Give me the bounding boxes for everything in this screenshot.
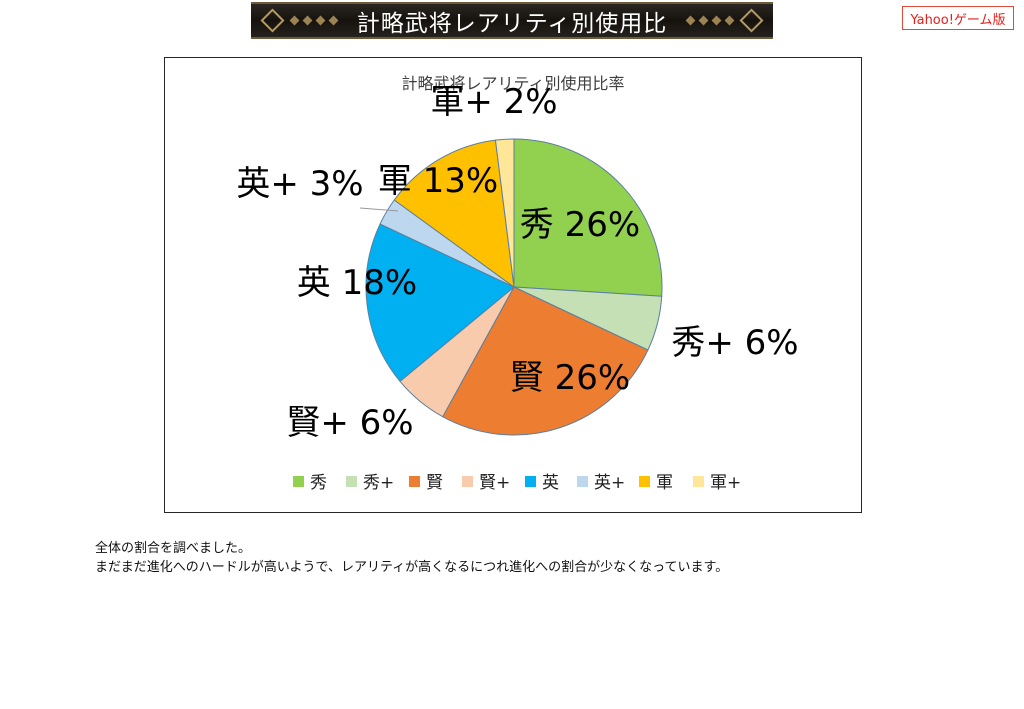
legend-label-1: 秀	[310, 473, 327, 493]
legend-label-6: 英+	[594, 473, 625, 493]
legend-swatch-2	[346, 476, 357, 487]
pie-slice-7	[393, 139, 515, 289]
ornament-left-icon	[257, 4, 340, 37]
leader-line-6	[359, 207, 399, 212]
legend-label-2: 秀+	[363, 473, 394, 493]
legend-label-7: 軍	[656, 473, 673, 493]
legend-label-5: 英	[542, 473, 559, 493]
legend-swatch-3	[409, 476, 420, 487]
legend-swatch-1	[293, 476, 304, 487]
source-tag[interactable]: Yahoo!ゲーム版	[902, 6, 1014, 30]
slice-label-2: 秀+ 6%	[671, 323, 798, 363]
pie-chart: 計略武将レアリティ別使用比率 秀 26% 秀+ 6% 賢 26% 賢+ 6% 英 18%…	[236, 74, 798, 493]
legend-label-4: 賢+	[479, 473, 510, 493]
legend-swatch-8	[693, 476, 704, 487]
slice-label-8: 軍+ 2%	[430, 82, 557, 122]
slice-label-7: 軍 13%	[378, 161, 498, 201]
slice-label-5: 英 18%	[297, 263, 417, 303]
slice-label-3: 賢 26%	[510, 358, 630, 398]
note-line-2: まだまだ進化へのハードルが高いようで、レアリティが高くなるにつれ進化への割合が少…	[95, 560, 729, 575]
pie-chart-frame: 計略武将レアリティ別使用比率 秀 26% 秀+ 6% 賢 26% 賢+ 6% 英 18%…	[164, 57, 862, 513]
pie-slice-5	[365, 223, 515, 383]
slice-label-6: 英+ 3%	[236, 164, 363, 204]
ornament-right-icon	[684, 4, 767, 37]
pie-slice-1	[513, 138, 663, 297]
legend-swatch-7	[639, 476, 650, 487]
legend-label-8: 軍+	[710, 473, 741, 493]
slice-label-4: 賢+ 6%	[286, 403, 413, 443]
note-line-1: 全体の割合を調べました。	[95, 541, 252, 556]
chart-title: 計略武将レアリティ別使用比率	[401, 74, 624, 93]
slice-label-1: 秀 26%	[520, 205, 640, 245]
legend-label-3: 賢	[426, 473, 443, 493]
page-title: 計略武将レアリティ別使用比	[356, 10, 668, 37]
pie-slice-8	[494, 138, 515, 288]
legend-swatch-5	[525, 476, 536, 487]
title-banner: 計略武将レアリティ別使用比	[251, 2, 773, 39]
legend-swatch-4	[462, 476, 473, 487]
legend-swatch-6	[577, 476, 588, 487]
